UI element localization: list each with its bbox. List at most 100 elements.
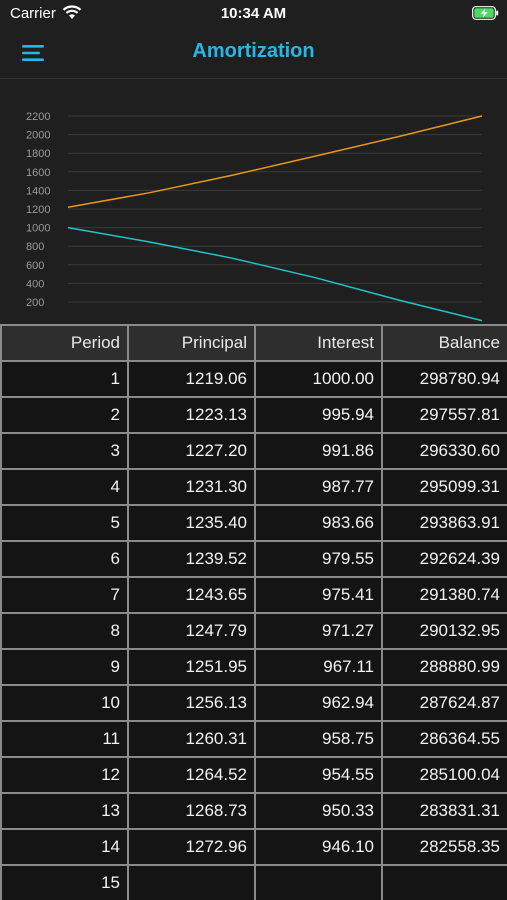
- principal-cell: 1247.79: [129, 614, 254, 648]
- balance-cell: 298780.94: [383, 362, 507, 396]
- interest-cell: 958.75: [256, 722, 381, 756]
- navigation-bar: Amortization: [0, 28, 507, 79]
- y-tick-label: 400: [26, 278, 44, 290]
- table-row[interactable]: 2 1223.13 995.94 297557.81: [2, 398, 507, 432]
- period-cell: 13: [2, 794, 127, 828]
- balance-cell: 291380.74: [383, 578, 507, 612]
- principal-cell: 1235.40: [129, 506, 254, 540]
- table-row[interactable]: 7 1243.65 975.41 291380.74: [2, 578, 507, 612]
- table-row[interactable]: 1 1219.06 1000.00 298780.94: [2, 362, 507, 396]
- interest-cell: [256, 866, 381, 900]
- table-row[interactable]: 4 1231.30 987.77 295099.31: [2, 470, 507, 504]
- table-row[interactable]: 12 1264.52 954.55 285100.04: [2, 758, 507, 792]
- table-row[interactable]: 13 1268.73 950.33 283831.31: [2, 794, 507, 828]
- period-cell: 3: [2, 434, 127, 468]
- principal-cell: 1268.73: [129, 794, 254, 828]
- period-cell: 4: [2, 470, 127, 504]
- y-tick-label: 1200: [26, 204, 50, 216]
- table-row[interactable]: 9 1251.95 967.11 288880.99: [2, 650, 507, 684]
- principal-cell: 1256.13: [129, 686, 254, 720]
- battery-charging-icon: [472, 6, 499, 20]
- interest-cell: 979.55: [256, 542, 381, 576]
- hamburger-menu-icon[interactable]: [20, 42, 46, 64]
- interest-cell: 1000.00: [256, 362, 381, 396]
- carrier-label: Carrier: [10, 5, 56, 22]
- principal-cell: 1227.20: [129, 434, 254, 468]
- column-header-period: Period: [2, 326, 127, 360]
- interest-cell: 950.33: [256, 794, 381, 828]
- status-time: 10:34 AM: [220, 5, 287, 22]
- y-tick-label: 200: [26, 297, 44, 309]
- interest-cell: 975.41: [256, 578, 381, 612]
- y-tick-label: 2200: [26, 111, 50, 123]
- table-row[interactable]: 6 1239.52 979.55 292624.39: [2, 542, 507, 576]
- chart-canvas: 200 400 600 800 1000 1200 1400 1600 1800 2000 2200: [26, 111, 483, 322]
- period-cell: 12: [2, 758, 127, 792]
- column-header-interest: Interest: [256, 326, 381, 360]
- period-cell: 1: [2, 362, 127, 396]
- balance-cell: 292624.39: [383, 542, 507, 576]
- table-row[interactable]: 11 1260.31 958.75 286364.55: [2, 722, 507, 756]
- period-cell: 14: [2, 830, 127, 864]
- amortization-table-container[interactable]: Period Principal Interest Balance 1 1219.06 1…: [0, 324, 507, 900]
- principal-cell: 1239.52: [129, 542, 254, 576]
- principal-cell: 1251.95: [129, 650, 254, 684]
- table-row[interactable]: 8 1247.79 971.27 290132.95: [2, 614, 507, 648]
- y-tick-label: 800: [26, 241, 44, 253]
- balance-cell: 288880.99: [383, 650, 507, 684]
- period-cell: 6: [2, 542, 127, 576]
- y-tick-label: 1800: [26, 148, 50, 160]
- interest-cell: 971.27: [256, 614, 381, 648]
- balance-cell: 283831.31: [383, 794, 507, 828]
- column-header-principal: Principal: [129, 326, 254, 360]
- principal-cell: 1272.96: [129, 830, 254, 864]
- balance-cell: 287624.87: [383, 686, 507, 720]
- principal-cell: 1260.31: [129, 722, 254, 756]
- y-tick-label: 1400: [26, 185, 50, 197]
- y-tick-label: 600: [26, 260, 44, 272]
- period-cell: 5: [2, 506, 127, 540]
- period-cell: 2: [2, 398, 127, 432]
- balance-cell: 295099.31: [383, 470, 507, 504]
- period-cell: 15: [2, 866, 127, 900]
- period-cell: 9: [2, 650, 127, 684]
- wifi-icon: [62, 5, 82, 19]
- principal-cell: 1264.52: [129, 758, 254, 792]
- balance-cell: 297557.81: [383, 398, 507, 432]
- period-cell: 7: [2, 578, 127, 612]
- principal-cell: [129, 866, 254, 900]
- table-row[interactable]: 10 1256.13 962.94 287624.87: [2, 686, 507, 720]
- principal-series-line: [67, 115, 483, 208]
- table-row[interactable]: 15: [2, 866, 507, 900]
- interest-cell: 987.77: [256, 470, 381, 504]
- period-cell: 8: [2, 614, 127, 648]
- status-bar: Carrier 10:34 AM: [0, 0, 507, 28]
- y-tick-label: 1000: [26, 223, 50, 235]
- interest-cell: 946.10: [256, 830, 381, 864]
- balance-cell: 296330.60: [383, 434, 507, 468]
- interest-cell: 991.86: [256, 434, 381, 468]
- balance-cell: 293863.91: [383, 506, 507, 540]
- interest-cell: 967.11: [256, 650, 381, 684]
- table-row[interactable]: 14 1272.96 946.10 282558.35: [2, 830, 507, 864]
- y-tick-label: 2000: [26, 130, 50, 142]
- table-row[interactable]: 3 1227.20 991.86 296330.60: [2, 434, 507, 468]
- principal-cell: 1231.30: [129, 470, 254, 504]
- balance-cell: 286364.55: [383, 722, 507, 756]
- interest-series-line: [67, 226, 483, 322]
- interest-cell: 995.94: [256, 398, 381, 432]
- table-row[interactable]: 5 1235.40 983.66 293863.91: [2, 506, 507, 540]
- y-tick-label: 1600: [26, 167, 50, 179]
- period-cell: 10: [2, 686, 127, 720]
- principal-cell: 1219.06: [129, 362, 254, 396]
- interest-cell: 983.66: [256, 506, 381, 540]
- page-title: Amortization: [192, 40, 315, 62]
- table-header-row: Period Principal Interest Balance: [2, 326, 507, 360]
- balance-cell: 282558.35: [383, 830, 507, 864]
- interest-cell: 962.94: [256, 686, 381, 720]
- amortization-table: Period Principal Interest Balance 1 1219.06 1…: [0, 324, 507, 900]
- column-header-balance: Balance: [383, 326, 507, 360]
- balance-cell: 285100.04: [383, 758, 507, 792]
- balance-cell: 290132.95: [383, 614, 507, 648]
- balance-cell: [383, 866, 507, 900]
